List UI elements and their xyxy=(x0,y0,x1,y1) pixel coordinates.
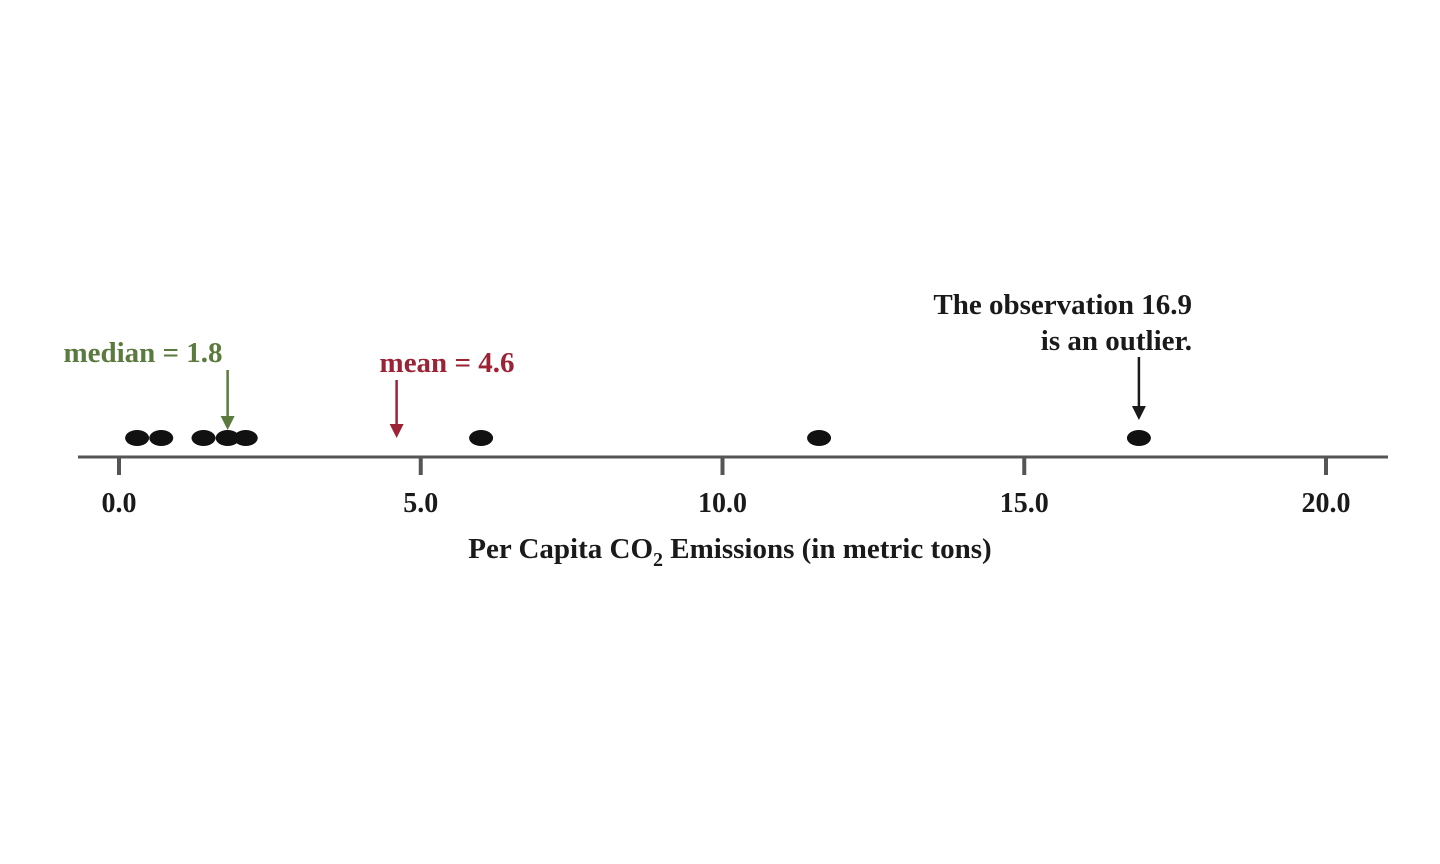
x-tick-label: 15.0 xyxy=(1000,488,1049,519)
x-tick-label: 10.0 xyxy=(698,488,747,519)
outlier-arrow-head xyxy=(1131,406,1146,420)
x-tick-label: 20.0 xyxy=(1302,488,1351,519)
data-point xyxy=(149,430,174,446)
data-points xyxy=(125,430,1151,446)
data-point xyxy=(191,430,216,446)
data-point xyxy=(125,430,150,446)
data-point xyxy=(807,430,832,446)
data-point xyxy=(1126,430,1151,446)
mean-arrow-head xyxy=(389,424,404,438)
data-point xyxy=(233,430,258,446)
x-axis: 0.0 5.0 10.0 15.0 20.0 xyxy=(78,455,1388,519)
median-arrow-head xyxy=(220,416,235,430)
x-tick-label: 5.0 xyxy=(403,488,438,519)
data-point xyxy=(215,430,240,446)
median-label: median = 1.8 xyxy=(63,337,222,369)
x-axis-title: Per Capita CO2 Emissions (in metric tons… xyxy=(468,533,991,571)
outlier-label: is an outlier. xyxy=(1041,325,1192,357)
data-point xyxy=(469,430,494,446)
mean-label: mean = 4.6 xyxy=(380,347,515,379)
annotations: median = 1.8 mean = 4.6 The observation 16… xyxy=(63,289,1192,438)
x-tick-label: 0.0 xyxy=(102,488,137,519)
outlier-label: The observation 16.9 xyxy=(933,289,1192,321)
